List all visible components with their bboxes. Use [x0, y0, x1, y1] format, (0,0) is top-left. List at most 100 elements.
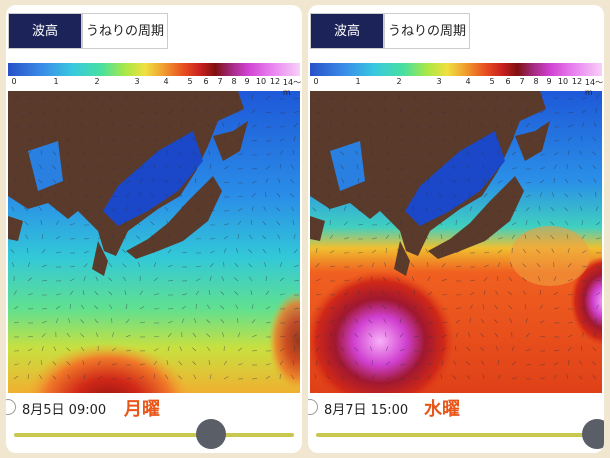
tab-wave-height[interactable]: 波高 — [310, 13, 384, 49]
wave-arrow — [539, 304, 544, 310]
wave-arrow — [66, 347, 71, 352]
wave-arrow — [483, 193, 488, 198]
wave-arrow — [371, 374, 375, 380]
time-slider[interactable] — [14, 433, 294, 437]
tab-wave-height[interactable]: 波高 — [8, 13, 82, 49]
wave-arrow — [579, 360, 583, 366]
wave-arrow — [396, 248, 401, 254]
wave-arrow — [27, 138, 33, 142]
wave-arrow — [539, 377, 545, 380]
wave-arrow — [497, 195, 503, 198]
wave-arrow — [52, 151, 57, 156]
wave-arrow — [41, 333, 46, 338]
wave-arrow — [53, 346, 57, 352]
wave-arrow — [234, 262, 239, 268]
tab-swell-period[interactable]: うねりの周期 — [82, 13, 168, 49]
wave-arrow — [482, 94, 485, 100]
wave-arrow — [567, 347, 572, 352]
wave-arrow — [139, 153, 145, 156]
wave-arrow — [550, 206, 555, 212]
tab-swell-period[interactable]: うねりの周期 — [384, 13, 470, 49]
wave-arrow — [566, 374, 569, 380]
wave-arrow — [566, 234, 569, 240]
wave-arrow — [525, 123, 530, 128]
wave-arrow — [399, 194, 405, 198]
wave-arrow — [357, 277, 362, 282]
wave-arrow — [327, 150, 331, 156]
wave-arrow — [69, 94, 71, 100]
wave-arrow — [497, 237, 503, 240]
land — [92, 241, 108, 276]
time-slider[interactable] — [316, 433, 596, 437]
wave-arrow — [452, 179, 457, 184]
wave-arrow — [167, 234, 170, 240]
wave-arrow — [13, 321, 19, 324]
wave-arrow — [455, 265, 461, 268]
wave-arrow — [181, 305, 187, 310]
wave-arrow — [315, 124, 321, 128]
wave-arrow — [371, 164, 375, 170]
wave-arrow — [67, 374, 71, 380]
wave-arrow — [340, 361, 345, 366]
wave-arrow — [97, 223, 103, 226]
wave-arrow — [452, 165, 457, 170]
wave-arrow — [369, 136, 373, 142]
wave-arrow — [455, 122, 459, 128]
wave-arrow — [208, 290, 211, 296]
wave-arrow — [441, 137, 446, 142]
wave-arrow — [315, 278, 321, 282]
wave-arrow — [469, 279, 475, 282]
wave-arrow — [581, 332, 585, 338]
wave-arrow — [581, 109, 587, 114]
wave-arrow — [579, 206, 583, 212]
wave-arrow — [150, 207, 155, 212]
wave-arrow — [578, 375, 583, 380]
wave-arrow — [567, 360, 570, 366]
wave-arrow — [237, 195, 243, 198]
wave-arrow — [578, 192, 583, 198]
wave-arrow — [315, 150, 318, 156]
wave-arrow — [279, 138, 285, 142]
wave-arrow — [567, 137, 572, 142]
wave-arrow — [511, 209, 517, 212]
wave-arrow — [525, 138, 531, 142]
wave-arrow — [206, 136, 211, 142]
wave-arrow — [27, 373, 29, 380]
color-scale — [8, 63, 300, 76]
slider-knob[interactable] — [196, 419, 226, 449]
wave-arrow — [178, 361, 183, 366]
wave-arrow — [398, 234, 401, 240]
wave-arrow — [69, 178, 71, 184]
slider-knob[interactable] — [582, 419, 604, 449]
wave-arrow — [480, 360, 485, 366]
wave-arrow — [279, 293, 285, 296]
wave-arrow — [139, 306, 145, 310]
wave-arrow — [181, 108, 185, 114]
wave-arrow — [209, 179, 214, 184]
wave-arrow — [385, 234, 390, 240]
wave-arrow — [553, 152, 559, 156]
wave-arrow — [111, 363, 117, 366]
wave-arrow — [452, 375, 457, 380]
wave-arrow — [382, 291, 387, 296]
wave-arrow — [237, 332, 241, 338]
wave-arrow — [178, 375, 183, 380]
wave-arrow — [343, 107, 345, 114]
wave-arrow — [209, 263, 214, 268]
wave-arrow — [125, 108, 130, 114]
wave-arrow — [125, 350, 132, 352]
scale-label: 4 — [163, 77, 169, 86]
wave-arrow — [329, 332, 333, 338]
wave-arrow — [80, 136, 85, 142]
wave-arrow — [354, 333, 359, 338]
wave-arrow — [567, 278, 573, 282]
wave-arrow — [595, 279, 601, 282]
wave-arrow — [251, 124, 257, 128]
wave-arrow — [209, 276, 212, 282]
wave-arrow — [329, 97, 335, 100]
wave-arrow — [399, 364, 406, 366]
wave-arrow — [139, 321, 145, 324]
wave-arrow — [441, 263, 446, 268]
wave-arrow — [592, 375, 597, 380]
wave-arrow — [455, 97, 461, 100]
